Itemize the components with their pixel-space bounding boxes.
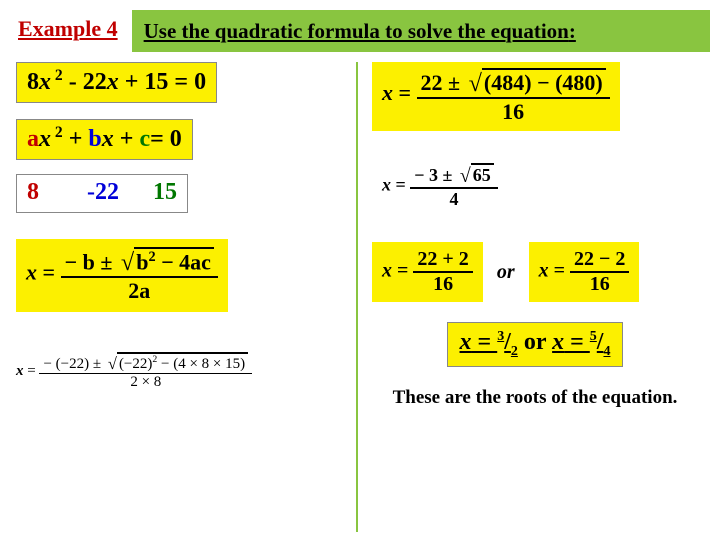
sub-den: 2 × 8 bbox=[39, 374, 252, 391]
coef-b-value: -22 bbox=[87, 179, 147, 206]
step3-minus: x = 22 − 2 16 bbox=[529, 242, 640, 302]
example-label: Example 4 bbox=[18, 10, 118, 52]
gf-a: a bbox=[27, 126, 39, 152]
ans-or: or bbox=[524, 329, 552, 355]
qf-den: 2a bbox=[128, 278, 150, 303]
roots-caption: These are the roots of the equation. bbox=[372, 387, 698, 409]
qf-rad-b: b bbox=[136, 249, 148, 274]
s3-minus-den: 16 bbox=[570, 273, 629, 296]
ans-r1d: 2 bbox=[511, 344, 518, 359]
gf-c: c bbox=[139, 126, 150, 152]
s1-num-left: 22 ± bbox=[421, 70, 461, 95]
ans-x1: x bbox=[460, 329, 472, 355]
given-equation: 8x 2 - 22x + 15 = 0 bbox=[16, 62, 217, 103]
general-form: ax 2 + bx + c= 0 bbox=[16, 119, 193, 160]
step1-formula: x = 22 ± (484) − (480) 16 bbox=[372, 62, 620, 131]
sub-num-left: − (−22) ± bbox=[43, 356, 101, 372]
s1-den: 16 bbox=[417, 99, 610, 125]
s2-den: 4 bbox=[410, 189, 498, 210]
s3-plus-num: 22 + 2 bbox=[413, 248, 472, 273]
coef-a-value: 8 bbox=[27, 179, 81, 206]
eq-coef-c: 15 bbox=[144, 69, 168, 95]
title-suffix: : bbox=[569, 19, 576, 44]
ans-x2: x bbox=[552, 329, 564, 355]
left-column: 8x 2 - 22x + 15 = 0 ax 2 + bx + c= 0 8 -… bbox=[16, 62, 358, 532]
s2-rad: 65 bbox=[471, 163, 494, 186]
ans-r2n: 5 bbox=[590, 329, 597, 344]
qf-num-left: − b ± bbox=[65, 249, 113, 274]
s3-minus-num: 22 − 2 bbox=[570, 248, 629, 273]
ans-r2d: 4 bbox=[603, 344, 610, 359]
eq-coef-a: 8 bbox=[27, 69, 39, 95]
step2-formula: x = − 3 ± 65 4 bbox=[372, 157, 508, 216]
coefficients-row: 8 -22 15 bbox=[16, 174, 188, 213]
title-text: Use the quadratic formula to solve the e… bbox=[144, 19, 569, 44]
gf-b: b bbox=[88, 126, 101, 152]
right-column: x = 22 ± (484) − (480) 16 x = − 3 ± 65 4 bbox=[358, 62, 698, 532]
content-columns: 8x 2 - 22x + 15 = 0 ax 2 + bx + c= 0 8 -… bbox=[0, 52, 720, 532]
or-label: or bbox=[497, 261, 515, 284]
header-row: Example 4 Use the quadratic formula to s… bbox=[0, 0, 720, 52]
step3-plus: x = 22 + 2 16 bbox=[372, 242, 483, 302]
title-bar: Use the quadratic formula to solve the e… bbox=[132, 10, 710, 52]
sub-rad: (−22) bbox=[119, 356, 152, 372]
s1-rad: (484) − (480) bbox=[482, 68, 606, 96]
substituted-formula: x = − (−22) ± (−22)2 − (4 × 8 × 15) 2 × … bbox=[16, 352, 252, 391]
s3-plus-den: 16 bbox=[413, 273, 472, 296]
step3-row: x = 22 + 2 16 or x = 22 − 2 16 bbox=[372, 242, 698, 302]
s2-num-left: − 3 ± bbox=[414, 165, 452, 185]
qf-rad-tail: − 4ac bbox=[156, 249, 211, 274]
answer-box: x = 3/2 or x = 5/4 bbox=[447, 322, 624, 367]
quadratic-formula: x = − b ± b2 − 4ac 2a bbox=[16, 239, 228, 312]
eq-coef-b: 22 bbox=[83, 69, 107, 95]
coef-c-value: 15 bbox=[153, 179, 177, 206]
sub-rad-tail: − (4 × 8 × 15) bbox=[157, 356, 245, 372]
